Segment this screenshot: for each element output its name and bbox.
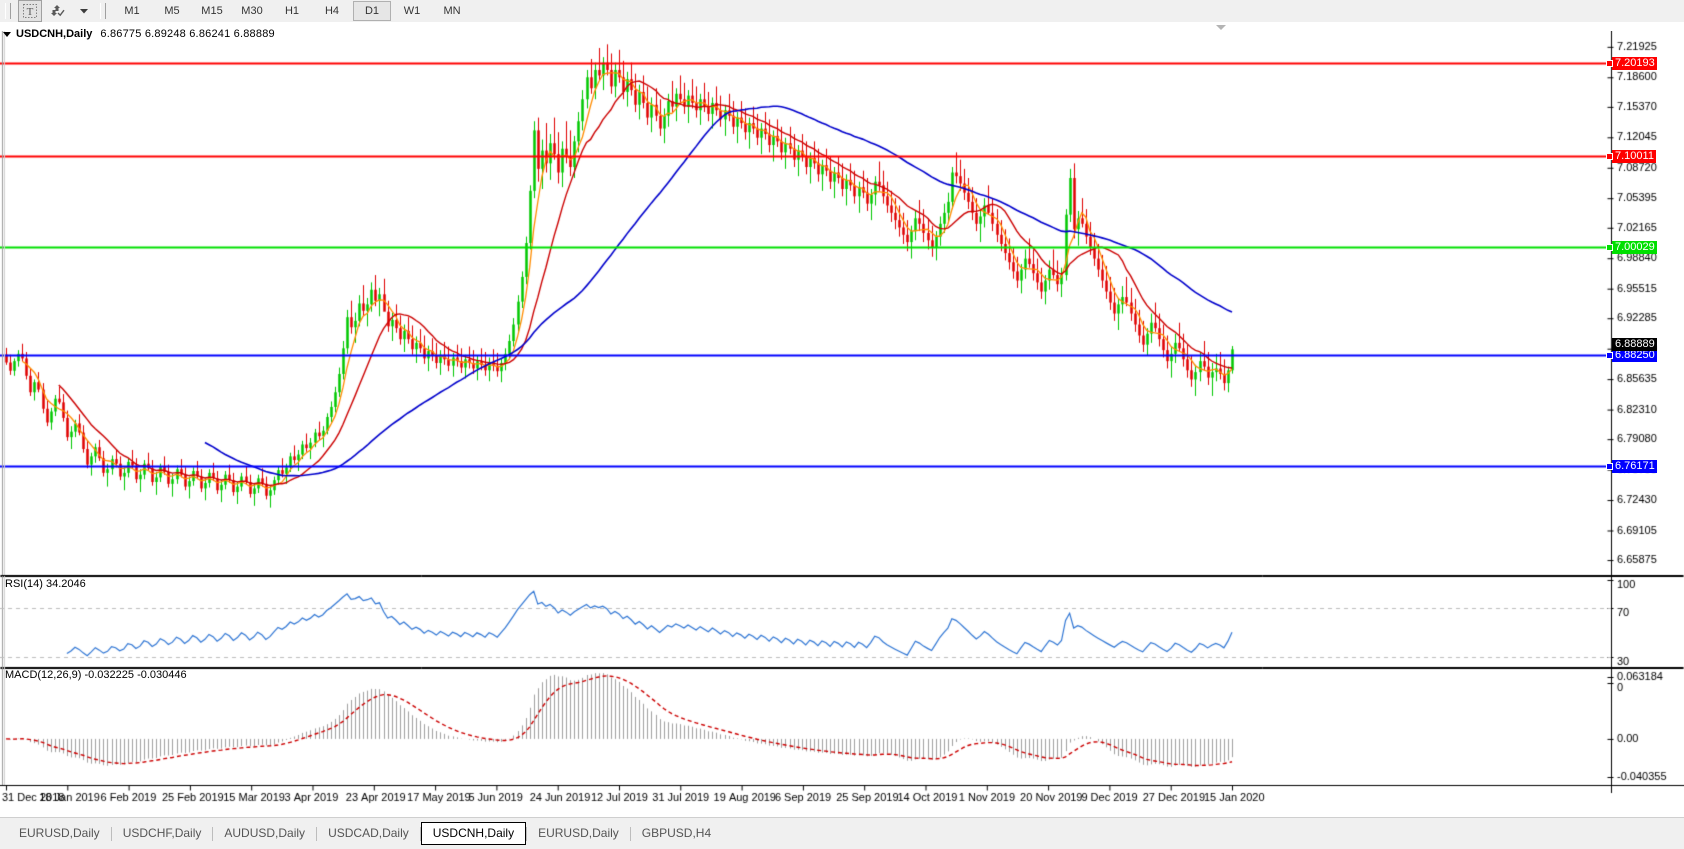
chart-tab-bar: EURUSD,Daily USDCHF,Daily AUDUSD,Daily USDC… [0, 817, 1684, 849]
chart-tab-0[interactable]: EURUSD,Daily [19, 826, 100, 840]
collapse-triangle-icon[interactable] [3, 31, 11, 37]
timeframe-toolbar-grip[interactable] [100, 3, 106, 19]
chart-area[interactable]: USDCNH,Daily 6.86775 6.89248 6.86241 6.8… [0, 22, 1684, 818]
price-level-tag-6-76171[interactable]: 6.76171 [1606, 459, 1657, 473]
timeframe-w1[interactable]: W1 [403, 5, 421, 17]
current-price-tag[interactable]: 6.88889 [1612, 338, 1657, 352]
chart-tab-1[interactable]: USDCHF,Daily [122, 826, 202, 840]
toolbar-grip[interactable] [5, 3, 11, 19]
timeframe-m30[interactable]: M30 [241, 5, 263, 17]
timeframe-m1[interactable]: M1 [124, 5, 140, 17]
timeframe-group: M1 M5 M15 M30 H1 H4 D1 W1 MN [112, 1, 472, 21]
indicators-icon[interactable] [45, 0, 69, 22]
timeframe-h1[interactable]: H1 [284, 5, 300, 17]
chart-tab-2[interactable]: AUDUSD,Daily [224, 826, 306, 840]
chart-tab-6[interactable]: GBPUSD,H4 [641, 826, 712, 840]
level-handle-icon[interactable] [1606, 59, 1613, 67]
price-level-tag-7-00029[interactable]: 7.00029 [1606, 241, 1657, 255]
text-label-tool-icon[interactable]: T [18, 0, 42, 22]
timeframe-d1[interactable]: D1 [353, 1, 391, 21]
level-handle-icon[interactable] [1606, 352, 1613, 360]
rsi-indicator-label: RSI(14) 34.2046 [5, 578, 86, 590]
chart-tab-5[interactable]: EURUSD,Daily [538, 826, 619, 840]
level-handle-icon[interactable] [1606, 244, 1613, 252]
tab-separator [212, 827, 214, 841]
tab-separator [419, 827, 421, 841]
chart-tab-3[interactable]: USDCAD,Daily [328, 826, 409, 840]
tab-separator [316, 827, 318, 841]
macd-indicator-label: MACD(12,26,9) -0.032225 -0.030446 [5, 669, 187, 681]
scroll-caret-icon[interactable] [1216, 25, 1226, 30]
chevron-down-icon[interactable] [72, 0, 96, 22]
tab-separator [526, 827, 528, 841]
timeframe-mn[interactable]: MN [443, 5, 461, 17]
main-toolbar: T M1 M5 M15 M30 H1 H4 D1 W1 MN [0, 0, 1684, 23]
price-level-tag-7-10011[interactable]: 7.10011 [1606, 149, 1656, 163]
chart-scroll-strip[interactable] [0, 23, 1684, 31]
timeframe-m15[interactable]: M15 [201, 5, 223, 17]
timeframe-m5[interactable]: M5 [164, 5, 180, 17]
price-level-tag-6-88250[interactable]: 6.88250 [1606, 349, 1657, 363]
svg-text:T: T [27, 6, 34, 18]
tab-separator [110, 827, 112, 841]
level-handle-icon[interactable] [1606, 152, 1613, 160]
chart-tabs: EURUSD,Daily USDCHF,Daily AUDUSD,Daily USDC… [8, 822, 722, 846]
chart-canvas[interactable] [0, 31, 1684, 818]
price-level-tag-7-20193[interactable]: 7.20193 [1606, 56, 1657, 70]
timeframe-h4[interactable]: H4 [324, 5, 340, 17]
symbol-ohlc-values: 6.86775 6.89248 6.86241 6.88889 [100, 28, 275, 40]
chart-tab-4[interactable]: USDCNH,Daily [420, 822, 527, 845]
level-handle-icon[interactable] [1606, 462, 1613, 470]
symbol-header: USDCNH,Daily 6.86775 6.89248 6.86241 6.8… [3, 27, 275, 41]
tab-separator [629, 827, 631, 841]
symbol-name: USDCNH,Daily [16, 28, 93, 40]
